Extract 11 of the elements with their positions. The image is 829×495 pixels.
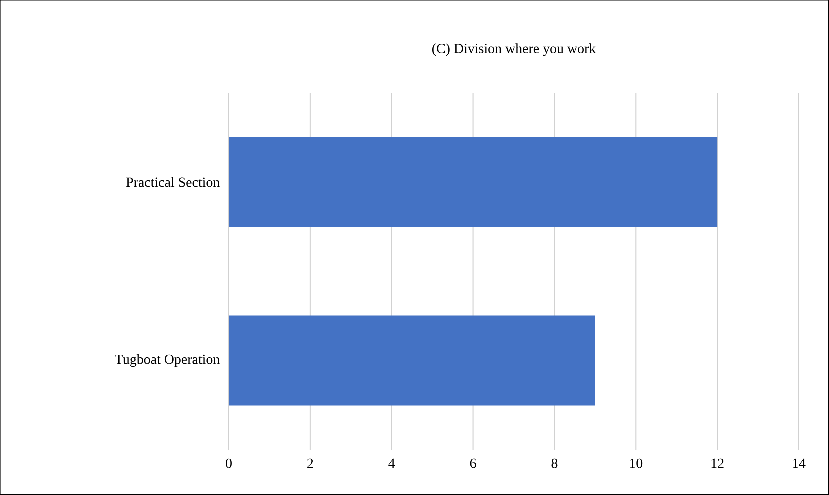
x-tick-label: 14 xyxy=(793,458,806,468)
y-tick-label: Tugboat Operation xyxy=(115,354,220,368)
x-tick-label: 10 xyxy=(630,458,643,468)
y-tick-label: Practical Section xyxy=(126,177,220,188)
x-tick-label: 2 xyxy=(308,458,314,468)
x-tick-label: 4 xyxy=(388,458,396,468)
x-tick-label: 6 xyxy=(470,458,476,468)
chart-title: (C) Division where you work xyxy=(432,44,596,56)
x-tick-label: 12 xyxy=(712,458,724,468)
x-tick-label: 8 xyxy=(552,458,558,468)
x-tick-label: 0 xyxy=(226,458,232,468)
